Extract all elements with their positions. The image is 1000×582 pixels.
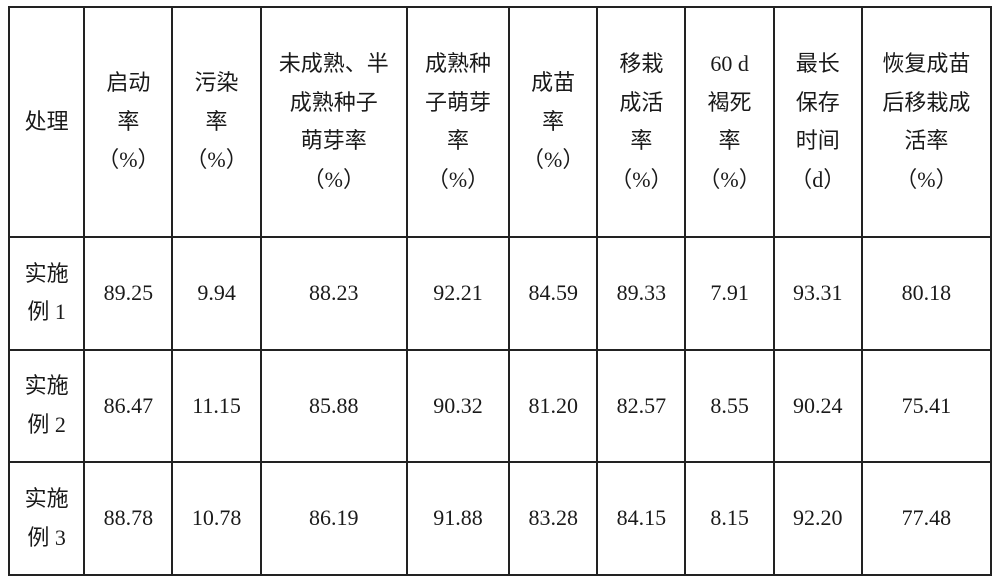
- row-label: 实施例 3: [9, 462, 84, 575]
- col-header-7-text: 60 d褐死率（%）: [690, 45, 768, 199]
- col-header-8: 最长保存时间（d）: [774, 7, 862, 237]
- row-label: 实施例 2: [9, 350, 84, 463]
- page: 处理 启动率（%） 污染率（%） 未成熟、半成熟种子萌芽率（%） 成熟种子萌芽率…: [0, 0, 1000, 582]
- col-header-4-text: 成熟种子萌芽率（%）: [412, 45, 504, 199]
- cell: 92.21: [407, 237, 509, 350]
- row-0-label: 实施例 1: [14, 255, 79, 332]
- cell: 80.18: [862, 237, 991, 350]
- table-header: 处理 启动率（%） 污染率（%） 未成熟、半成熟种子萌芽率（%） 成熟种子萌芽率…: [9, 7, 991, 237]
- cell: 90.24: [774, 350, 862, 463]
- cell: 85.88: [261, 350, 407, 463]
- cell: 89.25: [84, 237, 172, 350]
- cell: 89.33: [597, 237, 685, 350]
- cell: 88.23: [261, 237, 407, 350]
- cell: 81.20: [509, 350, 597, 463]
- cell: 75.41: [862, 350, 991, 463]
- cell: 91.88: [407, 462, 509, 575]
- col-header-3-text: 未成熟、半成熟种子萌芽率（%）: [266, 45, 402, 199]
- col-header-5-text: 成苗率（%）: [514, 64, 592, 180]
- col-header-2: 污染率（%）: [172, 7, 260, 237]
- cell: 10.78: [172, 462, 260, 575]
- cell: 86.47: [84, 350, 172, 463]
- cell: 8.15: [685, 462, 773, 575]
- col-header-1: 启动率（%）: [84, 7, 172, 237]
- cell: 92.20: [774, 462, 862, 575]
- col-header-0-text: 处理: [14, 103, 79, 142]
- cell: 7.91: [685, 237, 773, 350]
- cell: 11.15: [172, 350, 260, 463]
- col-header-1-text: 启动率（%）: [89, 64, 167, 180]
- col-header-3: 未成熟、半成熟种子萌芽率（%）: [261, 7, 407, 237]
- cell: 93.31: [774, 237, 862, 350]
- data-table: 处理 启动率（%） 污染率（%） 未成熟、半成熟种子萌芽率（%） 成熟种子萌芽率…: [8, 6, 992, 576]
- col-header-8-text: 最长保存时间（d）: [779, 45, 857, 199]
- cell: 84.15: [597, 462, 685, 575]
- row-1-label: 实施例 2: [14, 367, 79, 444]
- cell: 8.55: [685, 350, 773, 463]
- cell: 77.48: [862, 462, 991, 575]
- row-2-label: 实施例 3: [14, 480, 79, 557]
- col-header-2-text: 污染率（%）: [177, 64, 255, 180]
- col-header-9: 恢复成苗后移栽成活率（%）: [862, 7, 991, 237]
- row-label: 实施例 1: [9, 237, 84, 350]
- cell: 86.19: [261, 462, 407, 575]
- col-header-9-text: 恢复成苗后移栽成活率（%）: [867, 45, 986, 199]
- col-header-7: 60 d褐死率（%）: [685, 7, 773, 237]
- cell: 88.78: [84, 462, 172, 575]
- col-header-6-text: 移栽成活率（%）: [602, 45, 680, 199]
- cell: 83.28: [509, 462, 597, 575]
- cell: 82.57: [597, 350, 685, 463]
- cell: 84.59: [509, 237, 597, 350]
- table-row: 实施例 2 86.47 11.15 85.88 90.32 81.20 82.5…: [9, 350, 991, 463]
- cell: 90.32: [407, 350, 509, 463]
- table-row: 实施例 3 88.78 10.78 86.19 91.88 83.28 84.1…: [9, 462, 991, 575]
- cell: 9.94: [172, 237, 260, 350]
- col-header-0: 处理: [9, 7, 84, 237]
- col-header-4: 成熟种子萌芽率（%）: [407, 7, 509, 237]
- col-header-6: 移栽成活率（%）: [597, 7, 685, 237]
- table-row: 实施例 1 89.25 9.94 88.23 92.21 84.59 89.33…: [9, 237, 991, 350]
- table-body: 实施例 1 89.25 9.94 88.23 92.21 84.59 89.33…: [9, 237, 991, 575]
- table-header-row: 处理 启动率（%） 污染率（%） 未成熟、半成熟种子萌芽率（%） 成熟种子萌芽率…: [9, 7, 991, 237]
- col-header-5: 成苗率（%）: [509, 7, 597, 237]
